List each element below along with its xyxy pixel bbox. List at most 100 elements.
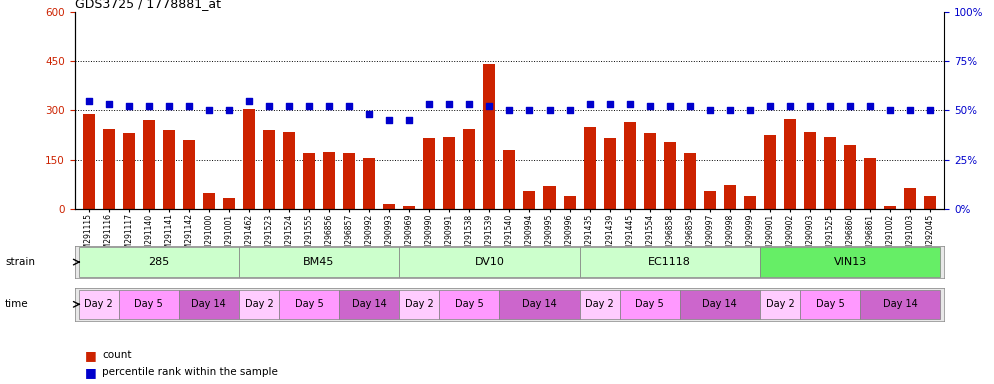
Bar — [760, 247, 940, 277]
Bar — [644, 134, 656, 209]
Text: Day 14: Day 14 — [883, 299, 917, 310]
Point — [201, 107, 217, 114]
Bar — [439, 290, 499, 319]
Bar — [179, 290, 239, 319]
Text: Day 2: Day 2 — [765, 299, 794, 310]
Point — [241, 98, 256, 104]
Point — [421, 101, 437, 108]
Text: Day 14: Day 14 — [352, 299, 387, 310]
Text: BM45: BM45 — [303, 257, 335, 267]
Point — [522, 107, 538, 114]
Bar — [400, 247, 580, 277]
Text: ■: ■ — [84, 366, 96, 379]
Text: Day 5: Day 5 — [635, 299, 664, 310]
Bar — [704, 191, 716, 209]
Bar — [79, 247, 239, 277]
Bar — [864, 158, 876, 209]
Text: Day 5: Day 5 — [455, 299, 484, 310]
Bar — [383, 204, 396, 209]
Text: EC1118: EC1118 — [648, 257, 691, 267]
Bar — [323, 152, 335, 209]
Point — [441, 101, 457, 108]
Point — [562, 107, 578, 114]
Bar — [503, 150, 516, 209]
Bar — [905, 188, 916, 209]
Bar — [423, 138, 435, 209]
Point — [461, 101, 477, 108]
Point — [120, 103, 136, 109]
Bar — [223, 198, 235, 209]
Point — [682, 103, 698, 109]
Bar — [744, 196, 755, 209]
Text: Day 14: Day 14 — [192, 299, 227, 310]
Point — [883, 107, 899, 114]
Bar — [83, 114, 94, 209]
Bar — [724, 185, 736, 209]
Bar — [619, 290, 680, 319]
Text: Day 2: Day 2 — [585, 299, 614, 310]
Text: Day 2: Day 2 — [405, 299, 433, 310]
Text: Day 5: Day 5 — [294, 299, 323, 310]
Point — [922, 107, 938, 114]
Bar — [760, 290, 800, 319]
Point — [502, 107, 518, 114]
Text: DV10: DV10 — [474, 257, 504, 267]
Point — [281, 103, 297, 109]
Bar — [583, 127, 595, 209]
Point — [261, 103, 277, 109]
Bar — [885, 206, 897, 209]
Bar — [580, 247, 760, 277]
Bar — [339, 290, 400, 319]
Bar — [800, 290, 860, 319]
Bar — [680, 290, 760, 319]
Bar — [183, 140, 195, 209]
Point — [722, 107, 738, 114]
Bar — [143, 120, 155, 209]
Bar — [203, 193, 215, 209]
Point — [542, 107, 558, 114]
Point — [481, 103, 497, 109]
Point — [642, 103, 658, 109]
Bar — [243, 109, 254, 209]
Point — [141, 103, 157, 109]
Point — [822, 103, 838, 109]
Point — [621, 101, 637, 108]
Text: Day 2: Day 2 — [84, 299, 113, 310]
Text: Day 14: Day 14 — [703, 299, 738, 310]
Bar — [283, 132, 295, 209]
Point — [161, 103, 177, 109]
Bar — [764, 135, 776, 209]
Bar — [564, 196, 576, 209]
Bar — [263, 130, 275, 209]
Text: count: count — [102, 350, 132, 360]
Bar — [784, 119, 796, 209]
Bar — [844, 145, 856, 209]
Point — [601, 101, 617, 108]
Text: percentile rank within the sample: percentile rank within the sample — [102, 367, 278, 377]
Bar — [363, 158, 375, 209]
Bar — [684, 153, 696, 209]
Point — [221, 107, 237, 114]
Text: VIN13: VIN13 — [834, 257, 867, 267]
Point — [301, 103, 317, 109]
Point — [321, 103, 337, 109]
Bar — [118, 290, 179, 319]
Bar — [443, 137, 455, 209]
Bar — [239, 247, 400, 277]
Bar — [463, 129, 475, 209]
Bar — [239, 290, 279, 319]
Point — [702, 107, 718, 114]
Bar — [79, 290, 118, 319]
Point — [361, 111, 377, 118]
Bar — [483, 64, 495, 209]
Bar — [544, 186, 556, 209]
Bar — [102, 129, 114, 209]
Point — [100, 101, 116, 108]
Point — [782, 103, 798, 109]
Bar — [623, 122, 636, 209]
Bar — [924, 196, 936, 209]
Point — [862, 103, 878, 109]
Text: Day 14: Day 14 — [522, 299, 557, 310]
Point — [402, 117, 417, 123]
Text: strain: strain — [5, 257, 35, 267]
